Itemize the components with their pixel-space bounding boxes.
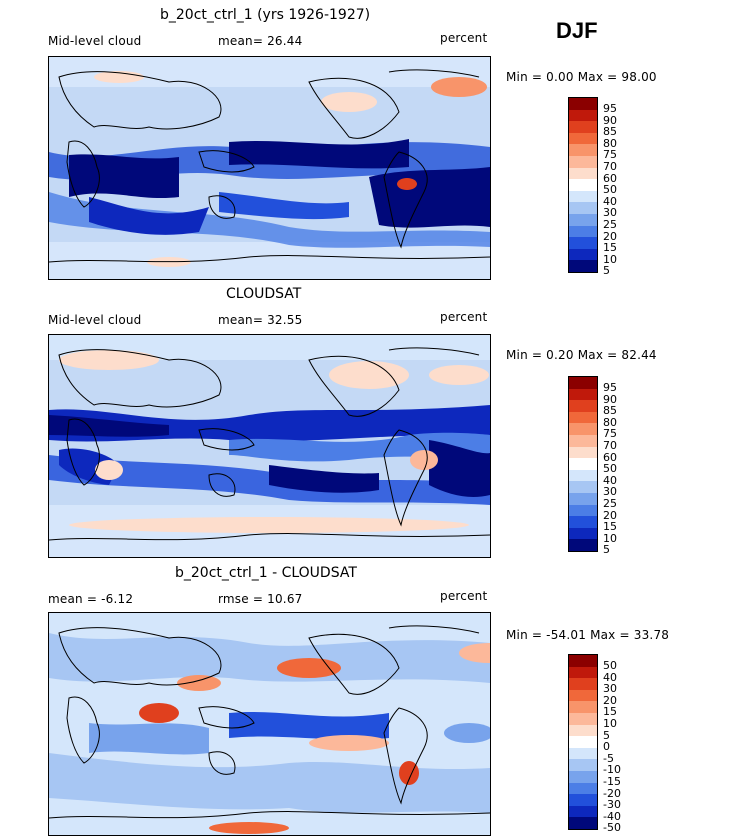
colorbar-label: 20	[603, 694, 617, 707]
colorbar-label: 40	[603, 195, 617, 208]
colorbar-label: 15	[603, 520, 617, 533]
panel-1-colorbar	[568, 97, 598, 273]
colorbar-label: 70	[603, 160, 617, 173]
colorbar-label: 80	[603, 137, 617, 150]
season-label: DJF	[556, 18, 598, 43]
colorbar-label: 5	[603, 264, 610, 277]
panel-1-map	[48, 56, 491, 280]
panel-3-map	[48, 612, 491, 836]
panel-2-title: CLOUDSAT	[226, 286, 302, 302]
panel-3-units-label: percent	[440, 589, 488, 603]
panel-3-title: b_20ct_ctrl_1 - CLOUDSAT	[175, 565, 357, 581]
panel-3-colorbar	[568, 654, 598, 830]
colorbar-label: 5	[603, 729, 610, 742]
colorbar-label: 85	[603, 404, 617, 417]
colorbar-label: -5	[603, 752, 614, 765]
colorbar-label: 75	[603, 427, 617, 440]
panel-1-title: b_20ct_ctrl_1 (yrs 1926-1927)	[160, 7, 371, 23]
colorbar-label: 25	[603, 218, 617, 231]
colorbar-label: 50	[603, 462, 617, 475]
colorbar-label: 80	[603, 416, 617, 429]
panel-1-units-label: percent	[440, 31, 488, 45]
colorbar-label: -30	[603, 798, 621, 811]
colorbar-label: 50	[603, 659, 617, 672]
panel-1-variable-label: Mid-level cloud	[48, 34, 142, 48]
colorbar-label: 75	[603, 148, 617, 161]
panel-2-mean-label: mean= 32.55	[218, 313, 303, 327]
colorbar-label: 70	[603, 439, 617, 452]
colorbar-label: 95	[603, 381, 617, 394]
colorbar-label: -15	[603, 775, 621, 788]
colorbar-label: 95	[603, 102, 617, 115]
colorbar-label: 15	[603, 705, 617, 718]
colorbar-label: 50	[603, 183, 617, 196]
panel-2-variable-label: Mid-level cloud	[48, 313, 142, 327]
panel-1-minmax-label: Min = 0.00 Max = 98.00	[506, 70, 657, 84]
panel-2-minmax-label: Min = 0.20 Max = 82.44	[506, 348, 657, 362]
colorbar-label: 60	[603, 451, 617, 464]
colorbar-label: 90	[603, 393, 617, 406]
panel-2-colorbar	[568, 376, 598, 552]
colorbar-label: 20	[603, 230, 617, 243]
colorbar-label: 20	[603, 509, 617, 522]
panel-3-rmse-label: rmse = 10.67	[218, 592, 303, 606]
colorbar-label: -20	[603, 787, 621, 800]
colorbar-label: 85	[603, 125, 617, 138]
colorbar-label: 25	[603, 497, 617, 510]
colorbar-label: -40	[603, 810, 621, 823]
colorbar-label: 5	[603, 543, 610, 556]
panel-3-mean-label: mean = -6.12	[48, 592, 134, 606]
panel-2-map	[48, 334, 491, 558]
colorbar-label: 15	[603, 241, 617, 254]
colorbar-label: 40	[603, 671, 617, 684]
panel-1-mean-label: mean= 26.44	[218, 34, 303, 48]
colorbar-label: 30	[603, 485, 617, 498]
colorbar-label: 10	[603, 532, 617, 545]
colorbar-label: 10	[603, 253, 617, 266]
colorbar-label: 40	[603, 474, 617, 487]
colorbar-label: 90	[603, 114, 617, 127]
colorbar-label: 30	[603, 206, 617, 219]
panel-2-units-label: percent	[440, 310, 488, 324]
colorbar-label: 30	[603, 682, 617, 695]
colorbar-label: 0	[603, 740, 610, 753]
colorbar-label: -10	[603, 763, 621, 776]
colorbar-label: 60	[603, 172, 617, 185]
panel-3-minmax-label: Min = -54.01 Max = 33.78	[506, 628, 670, 642]
colorbar-label: -50	[603, 821, 621, 834]
colorbar-label: 10	[603, 717, 617, 730]
